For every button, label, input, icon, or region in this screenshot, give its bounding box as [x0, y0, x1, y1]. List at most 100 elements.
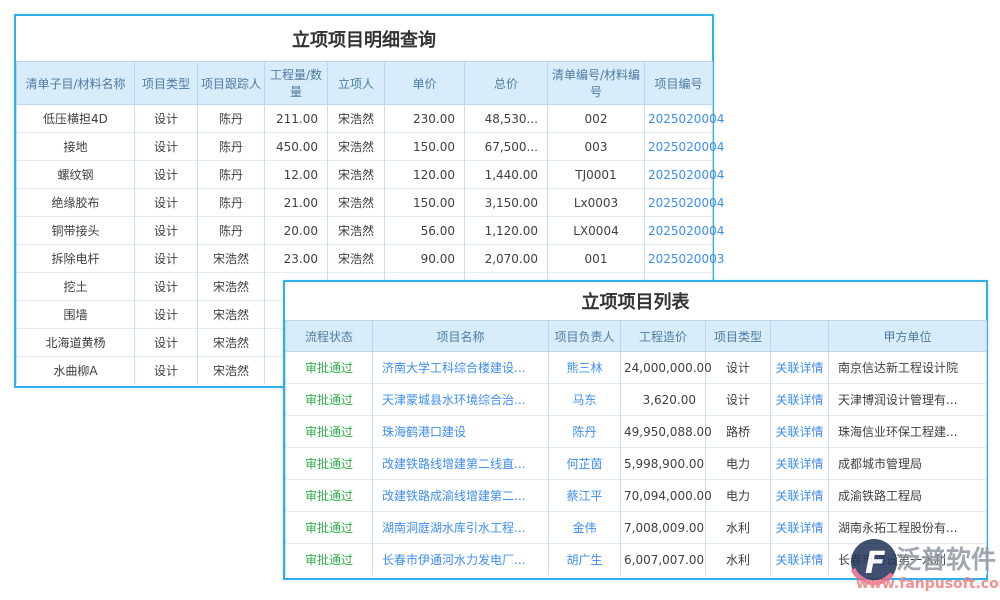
project-number-link[interactable]: 2025020004 — [644, 132, 724, 161]
cell-total-price: 48,530... — [464, 104, 548, 133]
related-detail-link[interactable]: 关联详情 — [770, 479, 829, 512]
cell-tracker: 宋浩然 — [197, 244, 265, 273]
col-header-flow-status: 流程状态 — [285, 320, 373, 352]
cell-unit-price: 150.00 — [384, 188, 465, 217]
leader-link[interactable]: 熊三林 — [548, 351, 621, 384]
col-header-quantity: 工程量/数量 — [264, 61, 328, 105]
panel-title: 立项项目列表 — [581, 292, 690, 313]
related-detail-link[interactable]: 关联详情 — [770, 511, 829, 544]
col-header-leader: 项目负责人 — [548, 320, 621, 352]
related-detail-link[interactable]: 关联详情 — [770, 447, 829, 480]
cell-project-type: 设计 — [134, 104, 198, 133]
col-header-cost: 工程造价 — [620, 320, 706, 352]
cell-type: 电力 — [705, 447, 771, 480]
table-row: 审批通过 改建铁路成渝线增建第二... 蔡江平 70,094,000.00 电力… — [285, 479, 987, 512]
table-row: 接地 设计 陈丹 450.00 宋浩然 150.00 67,500... 003… — [16, 132, 724, 161]
cell-cost: 3,620.00 — [620, 383, 706, 416]
fanpu-logo-icon: F — [850, 539, 897, 586]
col-header-project-name: 项目名称 — [372, 320, 549, 352]
table-row: 低压横担4D 设计 陈丹 211.00 宋浩然 230.00 48,530...… — [16, 104, 724, 133]
cell-unit-price: 90.00 — [384, 244, 465, 273]
cell-total-price: 1,120.00 — [464, 216, 548, 245]
table-row: 审批通过 改建铁路线增建第二线直... 何芷茵 5,998,900.00 电力 … — [285, 447, 987, 480]
cell-unit-price: 56.00 — [384, 216, 465, 245]
cell-quantity: 23.00 — [264, 244, 328, 273]
cell-item-code: 001 — [547, 244, 645, 273]
cell-tracker: 宋浩然 — [197, 300, 265, 329]
cell-type: 水利 — [705, 543, 771, 575]
col-header-unit-price: 单价 — [384, 61, 465, 105]
header-row: 清单子目/材料名称 项目类型 项目跟踪人 工程量/数量 立项人 单价 总价 清单… — [16, 61, 713, 105]
table-row: 审批通过 济南大学工科综合楼建设... 熊三林 24,000,000.00 设计… — [285, 351, 987, 384]
cell-cost: 49,950,088.00 — [620, 415, 712, 448]
related-detail-link[interactable]: 关联详情 — [770, 351, 829, 384]
col-header-tracker: 项目跟踪人 — [197, 61, 265, 105]
table-row: 审批通过 珠海鹤港口建设 陈丹 49,950,088.00 路桥 关联详情 珠海… — [285, 415, 987, 448]
status-badge: 审批通过 — [285, 415, 373, 448]
table-row: 铜带接头 设计 陈丹 20.00 宋浩然 56.00 1,120.00 LX00… — [16, 216, 724, 245]
col-header-type: 项目类型 — [705, 320, 771, 352]
related-detail-link[interactable]: 关联详情 — [770, 383, 829, 416]
col-header-item-code: 清单编号/材料编号 — [547, 61, 645, 105]
cell-cost: 6,007,007.00 — [620, 543, 706, 575]
cell-item-code: LX0004 — [547, 216, 645, 245]
cell-initiator: 宋浩然 — [327, 160, 385, 189]
project-number-link[interactable]: 2025020004 — [644, 104, 724, 133]
cell-owner: 成都城市管理局 — [828, 447, 987, 480]
cell-material-name: 挖土 — [16, 272, 135, 301]
project-name-link[interactable]: 天津蒙城县水环境综合治... — [372, 383, 549, 416]
cell-unit-price: 230.00 — [384, 104, 465, 133]
project-number-link[interactable]: 2025020004 — [644, 188, 724, 217]
project-name-link[interactable]: 改建铁路成渝线增建第二... — [372, 479, 549, 512]
related-detail-link[interactable]: 关联详情 — [770, 415, 829, 448]
project-name-link[interactable]: 湖南洞庭湖水库引水工程... — [372, 511, 549, 544]
project-name-link[interactable]: 长春市伊通河水力发电厂... — [372, 543, 549, 575]
cell-owner: 湖南永拓工程股份有... — [828, 511, 987, 544]
status-badge: 审批通过 — [285, 511, 373, 544]
header-row: 流程状态 项目名称 项目负责人 工程造价 项目类型 甲方单位 — [285, 320, 987, 352]
project-number-link[interactable]: 2025020004 — [644, 216, 724, 245]
cell-cost: 70,094,000.00 — [620, 479, 712, 512]
cell-material-name: 螺纹钢 — [16, 160, 135, 189]
cell-project-type: 设计 — [134, 244, 198, 273]
cell-tracker: 宋浩然 — [197, 272, 265, 301]
cell-tracker: 陈丹 — [197, 132, 265, 161]
watermark-url-text: www.fanpusoft.com — [856, 576, 1000, 592]
project-name-link[interactable]: 珠海鹤港口建设 — [372, 415, 549, 448]
project-name-link[interactable]: 济南大学工科综合楼建设... — [372, 351, 549, 384]
status-badge: 审批通过 — [285, 383, 373, 416]
cell-type: 设计 — [705, 351, 771, 384]
cell-type: 路桥 — [705, 415, 771, 448]
cell-owner: 南京信达新工程设计院 — [828, 351, 987, 384]
cell-owner: 成渝铁路工程局 — [828, 479, 987, 512]
table-row: 审批通过 长春市伊通河水力发电厂... 胡广生 6,007,007.00 水利 … — [285, 543, 987, 575]
cell-tracker: 宋浩然 — [197, 356, 265, 384]
cell-quantity: 12.00 — [264, 160, 328, 189]
related-detail-link[interactable]: 关联详情 — [770, 543, 829, 575]
cell-item-code: TJ0001 — [547, 160, 645, 189]
cell-quantity: 450.00 — [264, 132, 328, 161]
cell-project-type: 设计 — [134, 160, 198, 189]
leader-link[interactable]: 陈丹 — [548, 415, 621, 448]
cell-tracker: 宋浩然 — [197, 328, 265, 357]
col-header-material-name: 清单子目/材料名称 — [16, 61, 135, 105]
col-header-total-price: 总价 — [464, 61, 548, 105]
cell-total-price: 67,500... — [464, 132, 548, 161]
leader-link[interactable]: 金伟 — [548, 511, 621, 544]
project-number-link[interactable]: 2025020003 — [644, 244, 724, 273]
leader-link[interactable]: 蔡江平 — [548, 479, 621, 512]
leader-link[interactable]: 何芷茵 — [548, 447, 621, 480]
cell-total-price: 2,070.00 — [464, 244, 548, 273]
leader-link[interactable]: 马东 — [548, 383, 621, 416]
project-number-link[interactable]: 2025020004 — [644, 160, 724, 189]
cell-initiator: 宋浩然 — [327, 188, 385, 217]
cell-tracker: 陈丹 — [197, 216, 265, 245]
cell-tracker: 陈丹 — [197, 104, 265, 133]
cell-initiator: 宋浩然 — [327, 132, 385, 161]
watermark-brand-text: 泛普软件 — [896, 545, 997, 574]
cell-unit-price: 150.00 — [384, 132, 465, 161]
cell-owner: 珠海信业环保工程建... — [828, 415, 987, 448]
project-name-link[interactable]: 改建铁路线增建第二线直... — [372, 447, 549, 480]
col-header-project-number: 项目编号 — [644, 61, 713, 105]
leader-link[interactable]: 胡广生 — [548, 543, 621, 575]
